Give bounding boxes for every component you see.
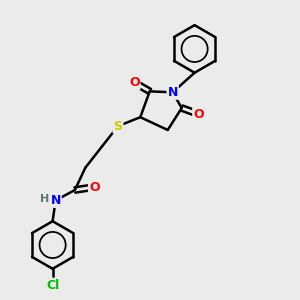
Text: Cl: Cl <box>46 279 59 292</box>
Text: O: O <box>89 181 100 194</box>
Text: N: N <box>50 194 61 207</box>
Text: H: H <box>51 195 60 206</box>
Text: O: O <box>193 108 204 121</box>
Text: H: H <box>40 194 49 204</box>
Text: S: S <box>113 120 122 133</box>
Text: O: O <box>129 76 140 89</box>
Text: N: N <box>167 86 178 99</box>
